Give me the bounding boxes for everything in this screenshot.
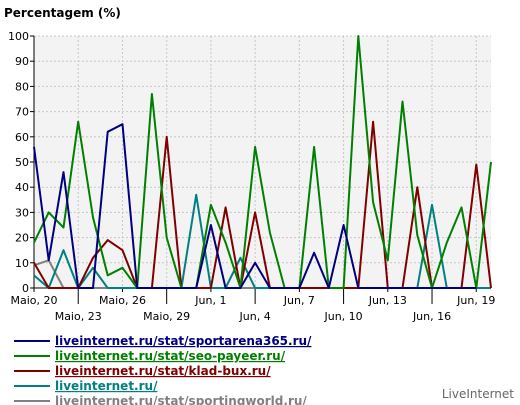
y-tick-label: 50 xyxy=(15,156,29,169)
x-tick-label: Jun, 7 xyxy=(283,294,315,307)
x-tick-label: Jun, 4 xyxy=(239,310,271,323)
series-line-liveinternet-ru-stat-seo-payeer-ru xyxy=(33,35,492,289)
x-tick-label: Maio, 23 xyxy=(55,310,102,323)
legend-label: liveinternet.ru/stat/klad-bux.ru/ xyxy=(55,364,271,378)
y-tick-label: 80 xyxy=(15,80,29,93)
brand-label: LiveInternet xyxy=(442,387,514,401)
x-tick-label: Jun, 16 xyxy=(412,310,451,323)
x-tick-label: Jun, 13 xyxy=(368,294,407,307)
plot-area: 0 10 20 30 40 50 60 70 80 90 100 Maio, 20 Maio, 23 Ma… xyxy=(8,30,495,323)
y-tick-label: 40 xyxy=(15,181,29,194)
legend-label: liveinternet.ru/stat/sportingworld.ru/ xyxy=(55,394,307,405)
y-tick-label: 90 xyxy=(15,55,29,68)
legend-label: liveinternet.ru/stat/sportarena365.ru/ xyxy=(55,334,312,348)
legend-label: liveinternet.ru/ xyxy=(55,379,158,393)
y-tick-label: 10 xyxy=(15,257,29,270)
x-tick-label: Maio, 29 xyxy=(143,310,190,323)
y-tick-label: 0 xyxy=(22,282,29,295)
y-tick-label: 30 xyxy=(15,206,29,219)
legend-label: liveinternet.ru/stat/seo-payeer.ru/ xyxy=(55,349,286,363)
x-tick-label: Jun, 10 xyxy=(323,310,362,323)
y-tick-label: 60 xyxy=(15,131,29,144)
legend: liveinternet.ru/stat/sportarena365.ru/li… xyxy=(14,334,312,405)
chart-title: Percentagem (%) xyxy=(4,6,121,20)
y-tick-label: 70 xyxy=(15,106,29,119)
x-tick-label: Maio, 26 xyxy=(99,294,146,307)
x-tick-label: Jun, 1 xyxy=(194,294,226,307)
x-tick-label: Maio, 20 xyxy=(10,294,57,307)
series-line-liveinternet-ru-stat-sportarena365-ru xyxy=(33,123,477,289)
x-tick-label: Jun, 19 xyxy=(456,294,495,307)
y-tick-label: 100 xyxy=(8,30,29,43)
y-tick-label: 20 xyxy=(15,232,29,245)
